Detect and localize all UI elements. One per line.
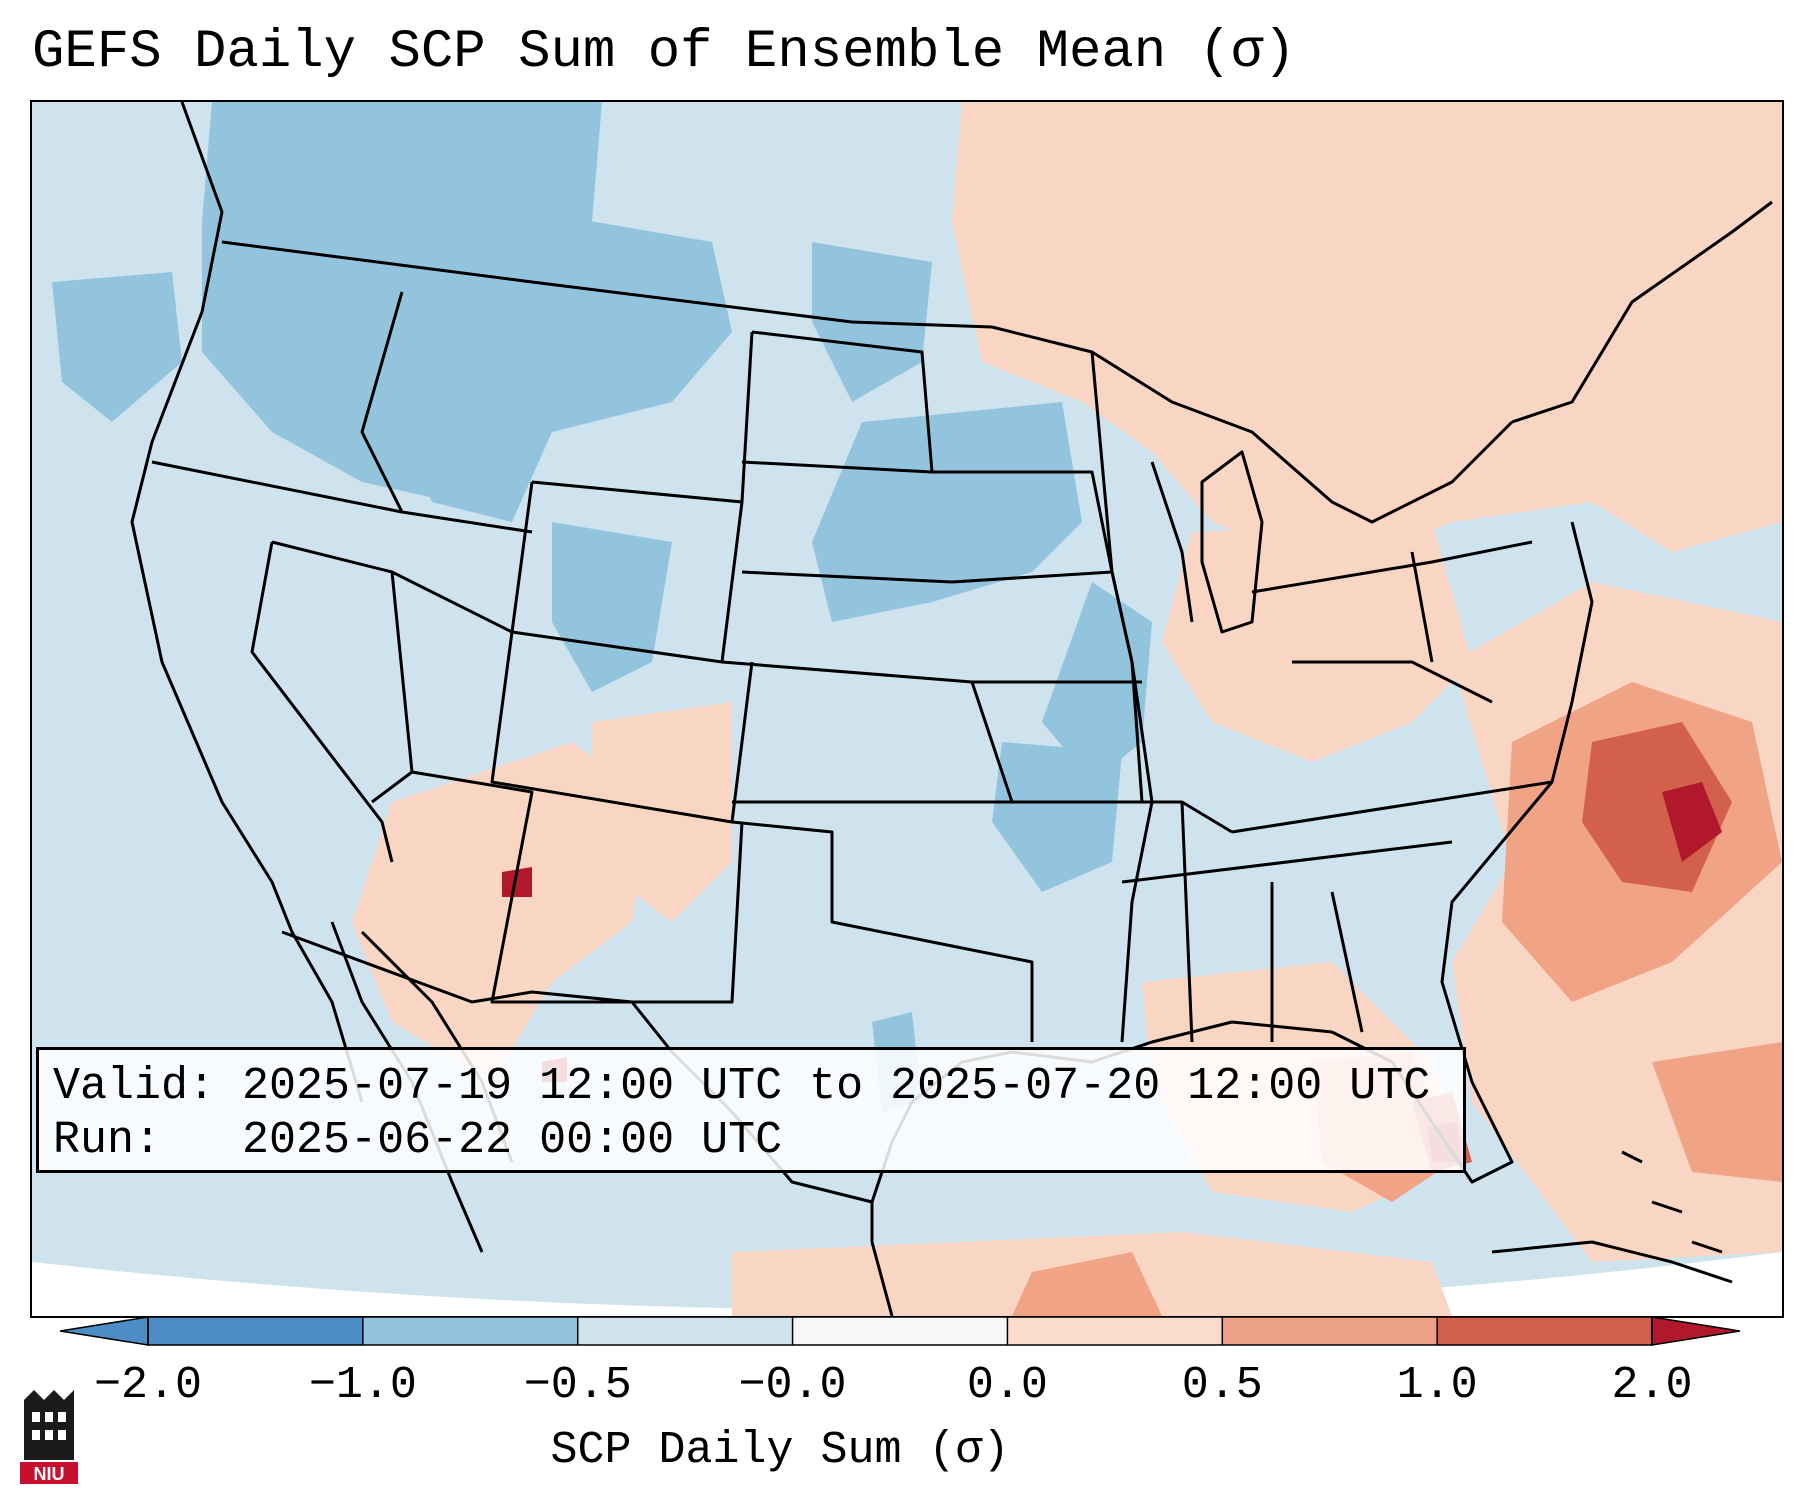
logo-windows — [32, 1412, 66, 1440]
colorbar — [60, 1316, 1740, 1346]
southeast-boundaries — [1121, 780, 1553, 1043]
nevada-boundary — [250, 541, 394, 863]
chart-title: GEFS Daily SCP Sum of Ensemble Mean (σ) — [32, 22, 1296, 83]
state-boundaries — [130, 102, 1773, 1316]
colorbar-segment — [792, 1317, 1008, 1345]
region-canada-positive — [952, 102, 1782, 572]
region-pacific-northwest-negative — [52, 272, 182, 422]
bahamas-islands — [1621, 1150, 1723, 1254]
region-midwest-negative — [812, 402, 1082, 622]
logo-crown — [24, 1390, 74, 1400]
logo-band — [20, 1462, 78, 1484]
colorbar-segment — [1007, 1317, 1223, 1345]
colorbar-segment — [1437, 1317, 1653, 1345]
colorbar-tick-label: 1.0 — [1396, 1360, 1478, 1411]
colorbar-title: SCP Daily Sum (σ) — [550, 1425, 1010, 1476]
arizona-new-mexico-boundary — [411, 770, 744, 1004]
niu-logo: NIU — [20, 1390, 78, 1484]
utah-colorado-boundary — [391, 570, 754, 824]
region-new-mexico-max — [502, 867, 532, 897]
colorbar-segment — [148, 1317, 364, 1345]
region-new-mexico-positive — [592, 702, 732, 922]
colorbar-tick-label: −1.0 — [308, 1360, 417, 1411]
colorbar-segments — [148, 1317, 1653, 1345]
run-time-value: 2025-06-22 00:00 UTC — [242, 1115, 783, 1166]
northeast-coast — [1511, 200, 1773, 424]
mexico-gulf-coast — [870, 1241, 894, 1316]
region-gulf-stream-mid — [1652, 1042, 1782, 1182]
region-atlantic-max — [1662, 782, 1722, 862]
valid-time-box: Valid: 2025-07-19 12:00 UTC to 2025-07-2… — [36, 1047, 1466, 1173]
region-arkansas-negative — [992, 742, 1122, 892]
colorbar-segment — [577, 1317, 794, 1345]
colorbar-extend-low — [60, 1316, 149, 1346]
colorbar-tick-label: 0.0 — [966, 1360, 1048, 1411]
lake-michigan-shore — [1150, 461, 1194, 623]
colorbar-tick-label: −0.0 — [738, 1360, 847, 1411]
colorbar-segment — [362, 1317, 579, 1345]
nebraska-kansas-boundary — [721, 660, 1014, 804]
valid-label: Valid: — [53, 1061, 216, 1112]
colorbar-extend-high — [1651, 1316, 1740, 1346]
west-coast-outline — [130, 102, 364, 1103]
colorbar-segment — [1222, 1317, 1438, 1345]
california-nevada-boundary — [271, 540, 414, 804]
idaho-boundary — [360, 291, 533, 534]
northeast-boundaries — [1251, 540, 1533, 704]
colorbar-tick-label: 0.5 — [1181, 1360, 1263, 1411]
run-label: Run: — [53, 1115, 162, 1166]
dakotas-boundary — [741, 330, 953, 584]
region-ohio-valley-positive — [1162, 522, 1472, 762]
cuba-outline — [1491, 1240, 1733, 1284]
oregon-boundary — [151, 460, 403, 514]
logo-text: NIU — [34, 1464, 65, 1484]
colorbar-ticks — [147, 1317, 1653, 1345]
michigan-outline — [1200, 450, 1264, 634]
canada-us-border-west — [221, 240, 993, 329]
valid-time-value: 2025-07-19 12:00 UTC to 2025-07-20 12:00… — [242, 1061, 1431, 1112]
colorbar-tick-label: 2.0 — [1611, 1360, 1693, 1411]
region-caribbean-mid — [1012, 1252, 1162, 1316]
oklahoma-texas-boundary — [731, 820, 1034, 1042]
wyoming-boundary — [510, 481, 744, 664]
mississippi-river-boundary — [1090, 351, 1154, 1043]
colorbar-tick-label: −0.5 — [523, 1360, 632, 1411]
great-lakes-border — [991, 325, 1514, 524]
colorbar-tick-label: −2.0 — [93, 1360, 203, 1411]
